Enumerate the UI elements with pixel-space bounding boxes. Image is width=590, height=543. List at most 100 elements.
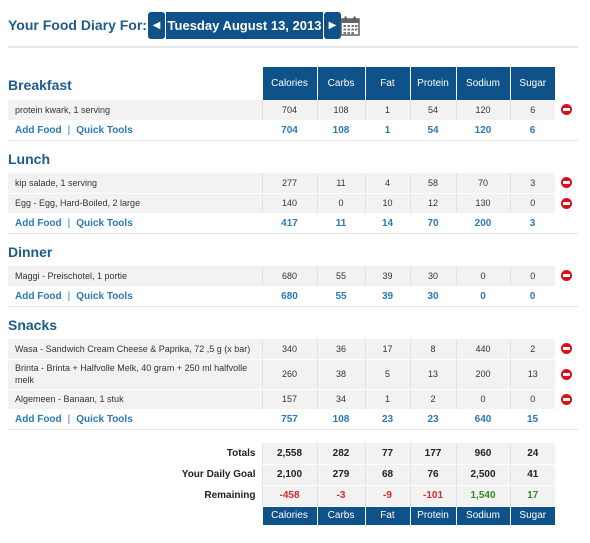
entry-sodium: 200: [455, 359, 510, 390]
delete-entry-icon[interactable]: [561, 197, 572, 209]
entry-sodium: 0: [455, 266, 510, 287]
entry-protein: 30: [409, 266, 456, 287]
meal-total-carbs: 108: [317, 120, 365, 141]
meal-total-protein: 54: [410, 120, 456, 141]
remaining-carbs: -3: [316, 485, 365, 507]
current-date[interactable]: Tuesday August 13, 2013: [166, 12, 323, 39]
goal-fat: 68: [364, 464, 410, 486]
add-food-link[interactable]: Add Food: [15, 290, 62, 302]
page-title: Your Food Diary For:: [8, 17, 147, 33]
meal-title-snacks: Snacks: [8, 317, 58, 333]
diary-header: Your Food Diary For: ◀ Tuesday August 13…: [8, 12, 580, 40]
food-entry-name[interactable]: Brinta - Brinta + Halfvolle Melk, 40 gra…: [8, 359, 262, 390]
footer-column-headers: Calories Carbs Fat Protein Sodium Sugar: [8, 506, 578, 525]
meal-total-protein: 30: [410, 286, 456, 307]
link-separator: |: [67, 124, 71, 136]
meal-total-sodium: 640: [456, 409, 510, 430]
entry-calories: 704: [261, 100, 317, 121]
entry-protein: 58: [409, 173, 456, 194]
meal-total-fat: 1: [365, 120, 410, 141]
meal-totals-row: Add Food | Quick Tools 704 108 1 54 120 6: [8, 120, 578, 141]
goal-sugar: 41: [509, 464, 555, 486]
goal-protein: 76: [409, 464, 456, 486]
food-entry-name[interactable]: Algemeen - Banaan, 1 stuk: [8, 389, 262, 410]
entry-calories: 680: [261, 266, 317, 287]
add-food-link[interactable]: Add Food: [15, 413, 62, 425]
meal-totals-row: Add Food | Quick Tools 680 55 39 30 0 0: [8, 286, 578, 307]
entry-sugar: 2: [509, 339, 555, 360]
link-separator: |: [67, 290, 71, 302]
delete-entry-icon[interactable]: [561, 270, 572, 282]
meal-title-dinner: Dinner: [8, 244, 53, 260]
entry-calories: 277: [261, 173, 317, 194]
meal-total-protein: 23: [410, 409, 456, 430]
total-fat: 77: [364, 443, 410, 465]
daily-goal-row: Your Daily Goal 2,100 279 68 76 2,500 41: [8, 464, 578, 486]
remaining-sugar: 17: [509, 485, 555, 507]
quick-tools-link[interactable]: Quick Tools: [76, 290, 133, 302]
entry-sodium: 120: [455, 100, 510, 121]
daily-totals-row: Totals 2,558 282 77 177 960 24: [8, 443, 578, 465]
column-header-sugar: Sugar: [509, 67, 555, 100]
entry-fat: 17: [364, 339, 410, 360]
delete-entry-icon[interactable]: [561, 343, 572, 355]
goal-calories: 2,100: [261, 464, 317, 486]
totals-label: Totals: [226, 448, 256, 459]
delete-entry-icon[interactable]: [561, 393, 572, 405]
meal-title-breakfast: Breakfast: [8, 77, 72, 93]
total-carbs: 282: [316, 443, 365, 465]
column-header-calories: Calories: [261, 67, 317, 100]
entry-protein: 8: [409, 339, 456, 360]
entry-carbs: 55: [316, 266, 365, 287]
entry-calories: 157: [261, 389, 317, 410]
goal-carbs: 279: [316, 464, 365, 486]
footer-header-sugar: Sugar: [509, 506, 555, 525]
add-food-link[interactable]: Add Food: [15, 217, 62, 229]
remaining-label: Remaining: [204, 490, 256, 501]
entry-fat: 1: [364, 100, 410, 121]
quick-tools-link[interactable]: Quick Tools: [76, 124, 133, 136]
remaining-row: Remaining -458 -3 -9 -101 1,540 17: [8, 485, 578, 507]
entry-carbs: 38: [316, 359, 365, 390]
delete-entry-icon[interactable]: [561, 177, 572, 189]
meal-header-lunch: Lunch: [8, 140, 578, 173]
meal-total-fat: 23: [365, 409, 410, 430]
food-entry-name[interactable]: protein kwark, 1 serving: [8, 100, 262, 121]
delete-entry-icon[interactable]: [561, 368, 572, 380]
entry-sugar: 3: [509, 173, 555, 194]
footer-header-protein: Protein: [409, 506, 456, 525]
calendar-icon[interactable]: [339, 15, 361, 37]
column-header-carbs: Carbs: [316, 67, 365, 100]
entry-fat: 4: [364, 173, 410, 194]
entry-sugar: 0: [509, 389, 555, 410]
meal-total-calories: 417: [262, 213, 317, 234]
entry-protein: 13: [409, 359, 456, 390]
link-separator: |: [67, 217, 71, 229]
entry-calories: 140: [261, 193, 317, 214]
meal-total-sodium: 0: [456, 286, 510, 307]
meal-header-dinner: Dinner: [8, 233, 578, 266]
chevron-right-icon[interactable]: ▶: [324, 12, 341, 39]
quick-tools-link[interactable]: Quick Tools: [76, 413, 133, 425]
entry-calories: 260: [261, 359, 317, 390]
meal-total-sugar: 15: [510, 409, 555, 430]
food-entry-name[interactable]: kip salade, 1 serving: [8, 173, 262, 194]
meal-total-sodium: 200: [456, 213, 510, 234]
footer-header-sodium: Sodium: [455, 506, 510, 525]
chevron-left-icon[interactable]: ◀: [148, 12, 165, 39]
meal-total-carbs: 108: [317, 409, 365, 430]
meal-total-carbs: 11: [317, 213, 365, 234]
entry-carbs: 108: [316, 100, 365, 121]
entry-sugar: 0: [509, 193, 555, 214]
add-food-link[interactable]: Add Food: [15, 124, 62, 136]
food-entry-name[interactable]: Maggi - Preischotel, 1 portie: [8, 266, 262, 287]
meal-header-breakfast: Breakfast Calories Carbs Fat Protein Sod…: [8, 67, 578, 100]
food-entry-name[interactable]: Egg - Egg, Hard-Boiled, 2 large: [8, 193, 262, 214]
delete-entry-icon[interactable]: [561, 104, 572, 116]
food-entry-name[interactable]: Wasa - Sandwich Cream Cheese & Paprika, …: [8, 339, 262, 360]
footer-header-calories: Calories: [261, 506, 317, 525]
quick-tools-link[interactable]: Quick Tools: [76, 217, 133, 229]
meal-total-sugar: 6: [510, 120, 555, 141]
entry-sodium: 70: [455, 173, 510, 194]
meal-total-carbs: 55: [317, 286, 365, 307]
